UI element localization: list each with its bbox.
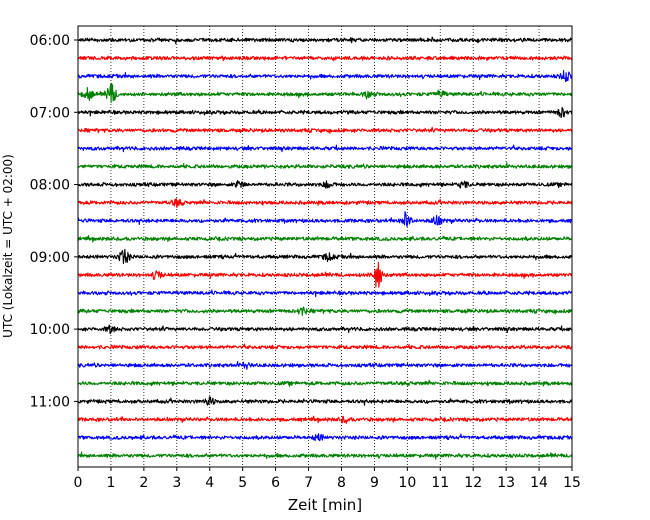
x-tick-label: 10 — [398, 475, 416, 491]
trace-line — [77, 396, 573, 406]
trace-line — [77, 180, 573, 189]
trace-line — [77, 379, 573, 387]
x-tick-label: 12 — [464, 475, 482, 491]
x-tick-label: 0 — [74, 475, 83, 491]
y-axis-ticks: 06:00 07:00 08:00 09:00 10:00 11:00 — [30, 33, 78, 410]
y-axis-label: UTC (Lokalzeit = UTC + 02:00) — [1, 154, 15, 338]
trace-line — [77, 55, 573, 62]
x-tick-label: 6 — [271, 475, 280, 491]
x-tick-label: 5 — [238, 475, 247, 491]
y-tick-label: 06:00 — [30, 33, 70, 49]
trace-line — [77, 433, 573, 442]
x-tick-label: 4 — [205, 475, 214, 491]
x-tick-label: 9 — [370, 475, 379, 491]
plot-frame — [77, 25, 573, 468]
trace-line — [77, 197, 573, 209]
x-tick-label: 2 — [139, 475, 148, 491]
x-axis-label: Zeit [min] — [288, 496, 362, 514]
trace-line — [77, 261, 573, 288]
seismic-traces — [77, 36, 573, 460]
x-tick-label: 8 — [337, 475, 346, 491]
trace-line — [77, 36, 573, 45]
trace-line — [77, 144, 573, 153]
trace-line — [77, 162, 573, 169]
y-tick-label: 08:00 — [30, 178, 70, 194]
trace-line — [77, 306, 573, 316]
trace-line — [77, 69, 573, 83]
trace-line — [77, 360, 573, 370]
trace-line — [77, 82, 573, 104]
x-tick-label: 14 — [530, 475, 548, 491]
trace-line — [77, 324, 573, 335]
trace-line — [77, 106, 573, 119]
trace-line — [77, 343, 573, 350]
x-tick-label: 1 — [106, 475, 115, 491]
trace-line — [77, 234, 573, 243]
y-tick-label: 07:00 — [30, 105, 70, 121]
x-tick-label: 15 — [563, 475, 581, 491]
trace-line — [77, 211, 573, 228]
trace-line — [77, 415, 573, 424]
trace-line — [77, 248, 573, 265]
y-tick-label: 10:00 — [30, 322, 70, 338]
x-tick-label: 11 — [431, 475, 449, 491]
trace-line — [77, 289, 573, 298]
x-tick-label: 7 — [304, 475, 313, 491]
x-tick-label: 3 — [172, 475, 181, 491]
y-tick-label: 09:00 — [30, 250, 70, 266]
y-tick-label: 11:00 — [30, 394, 70, 410]
x-axis-ticks: 0 1 2 3 4 5 6 7 8 9 10 11 12 13 14 15 — [74, 467, 581, 491]
x-tick-label: 13 — [497, 475, 515, 491]
trace-line — [77, 126, 573, 134]
trace-line — [77, 451, 573, 460]
